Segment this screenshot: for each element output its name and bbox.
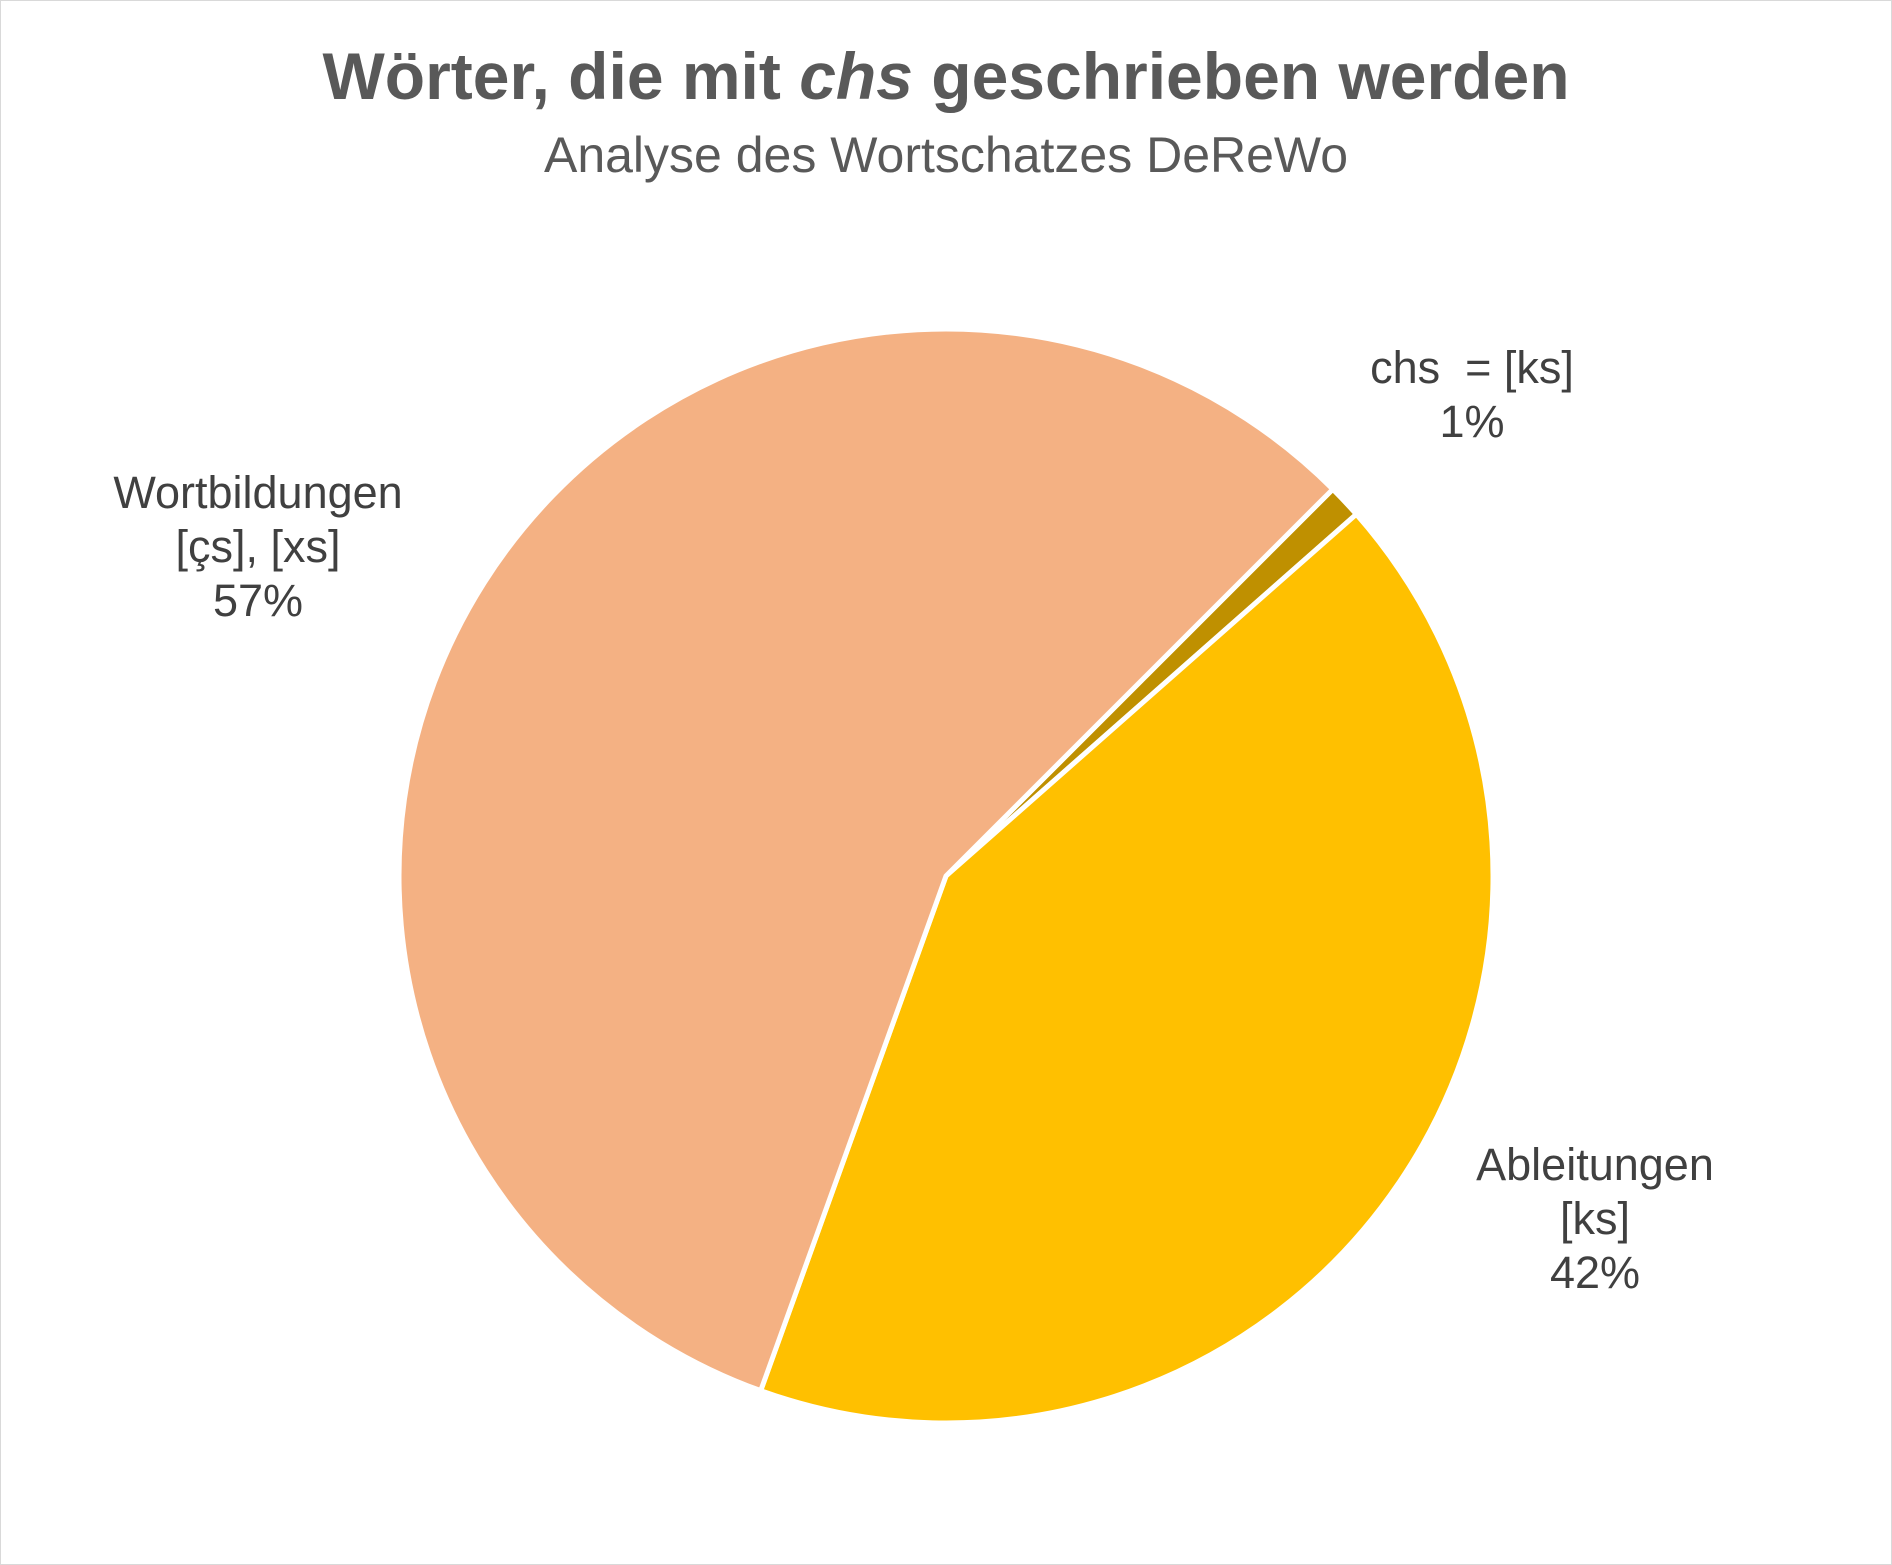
pie-slice-3: [396, 326, 1336, 1394]
chart-title-emphasis: chs: [799, 39, 913, 113]
pie-slices: [396, 326, 1496, 1426]
chart-title: Wörter, die mit chs geschrieben werden: [0, 38, 1892, 114]
slice-label-name: [ks]: [1560, 1193, 1630, 1244]
slice-label-value: 57%: [213, 575, 303, 626]
slice-label-1: chs = [ks]1%: [1370, 342, 1574, 447]
slice-label-2: Ableitungen[ks]42%: [1476, 1139, 1714, 1298]
chart-title-part-1: Wörter, die mit: [322, 39, 800, 113]
slice-label-name: Wortbildungen: [113, 467, 402, 518]
chart-title-part-2: geschrieben werden: [912, 39, 1570, 113]
pie-slice-2: [758, 511, 1496, 1426]
pie-labels: chs = [ks]1% Ableitungen[ks]42% Wortbildun…: [113, 342, 1714, 1298]
slice-label-name: chs = [ks]: [1370, 342, 1574, 393]
chart-subtitle: Analyse des Wortschatzes DeReWo: [543, 127, 1349, 183]
slice-label-3: Wortbildungen[çs], [xs]57%: [113, 467, 402, 626]
slice-label-value: 42%: [1550, 1247, 1640, 1298]
slice-label-name: [çs], [xs]: [175, 521, 340, 572]
slice-label-name: Ableitungen: [1476, 1139, 1714, 1190]
slice-label-value: 1%: [1439, 396, 1504, 447]
